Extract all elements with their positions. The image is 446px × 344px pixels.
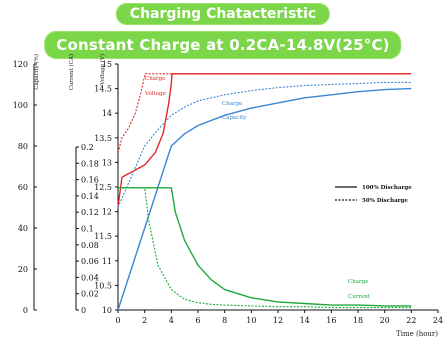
legend-label: 100% Discharge [362, 185, 412, 191]
voltage-tick-label: 11 [102, 257, 112, 266]
voltage-tick-label: 13.5 [94, 134, 112, 143]
current-tick-label: 0.1 [81, 225, 94, 234]
current-tick-label: 0.18 [81, 159, 99, 168]
voltage-tick-label: 12 [102, 208, 112, 217]
legend-label: 50% Discharge [362, 198, 408, 204]
chart-subtitle-banner: Constant Charge at 0.2CA-14.8V(25°C) [44, 31, 402, 59]
x-tick-label: 14 [300, 316, 310, 325]
current-axis-label: Current (CA) [68, 54, 75, 90]
x-axis-label: Time (hour) [396, 330, 438, 338]
current-tick-label: 0.14 [81, 192, 99, 201]
current-tick-label: 0.2 [81, 143, 94, 152]
current-tick-label: 0.02 [81, 290, 99, 299]
x-tick-label: 20 [380, 316, 390, 325]
voltage-tick-label: 14 [102, 109, 112, 118]
x-tick-label: 4 [169, 316, 174, 325]
current-tick-label: 0.12 [81, 208, 99, 217]
current-tick-label: 0.06 [81, 257, 99, 266]
chart-title: Charging Chatacteristic [129, 6, 317, 22]
x-tick-label: 24 [433, 316, 443, 325]
chart-title-banner: Charging Chatacteristic [115, 3, 331, 25]
charge-current-label-1: Charge [348, 279, 368, 285]
x-tick-label: 6 [195, 316, 200, 325]
x-tick-label: 22 [406, 316, 416, 325]
capacity-tick-label: 0 [23, 306, 28, 315]
chart-subtitle: Constant Charge at 0.2CA-14.8V(25°C) [56, 36, 390, 54]
capacity-tick-label: 20 [18, 265, 28, 274]
capacity-tick-label: 100 [13, 101, 28, 110]
x-tick-label: 2 [142, 316, 147, 325]
current-tick-label: 0.04 [81, 273, 99, 282]
charge-capacity-label-1: Charge [222, 101, 242, 107]
current-tick-label: 0 [81, 306, 86, 315]
voltage-tick-label: 12.5 [94, 183, 112, 192]
voltage-tick-label: 15 [102, 60, 112, 69]
voltage-tick-label: 10.5 [94, 281, 112, 290]
capacity-tick-label: 40 [18, 224, 28, 233]
current-tick-label: 0.08 [81, 241, 99, 250]
x-tick-label: 0 [115, 316, 120, 325]
x-tick-label: 12 [273, 316, 283, 325]
x-tick-label: 16 [326, 316, 336, 325]
x-tick-label: 8 [222, 316, 227, 325]
current-tick-label: 0.16 [81, 176, 99, 185]
charge-voltage-label-1: Charge [145, 76, 165, 82]
voltage-50-discharge-line [117, 73, 412, 153]
voltage-axis-label: Voltage (V) [99, 54, 106, 86]
voltage-tick-label: 11.5 [94, 232, 112, 241]
x-tick-label: 10 [246, 316, 256, 325]
charge-capacity-label-2: Capacity [222, 115, 247, 121]
voltage-tick-label: 13 [102, 158, 112, 167]
capacity-100-discharge-line [117, 87, 412, 311]
capacity-tick-label: 80 [18, 142, 28, 151]
capacity-50-discharge-line [117, 81, 412, 208]
capacity-tick-label: 60 [18, 183, 28, 192]
voltage-tick-label: 14.5 [94, 85, 112, 94]
charge-voltage-label-2: Voltage [144, 91, 166, 97]
current-100-discharge-line [118, 187, 412, 307]
charge-current-label-2: Current [348, 294, 371, 300]
current-50-discharge-line [118, 187, 412, 309]
voltage-tick-label: 10 [102, 306, 112, 315]
x-tick-label: 18 [353, 316, 363, 325]
capacity-axis-label: Capacity (%) [33, 54, 40, 90]
capacity-tick-label: 120 [13, 60, 28, 69]
